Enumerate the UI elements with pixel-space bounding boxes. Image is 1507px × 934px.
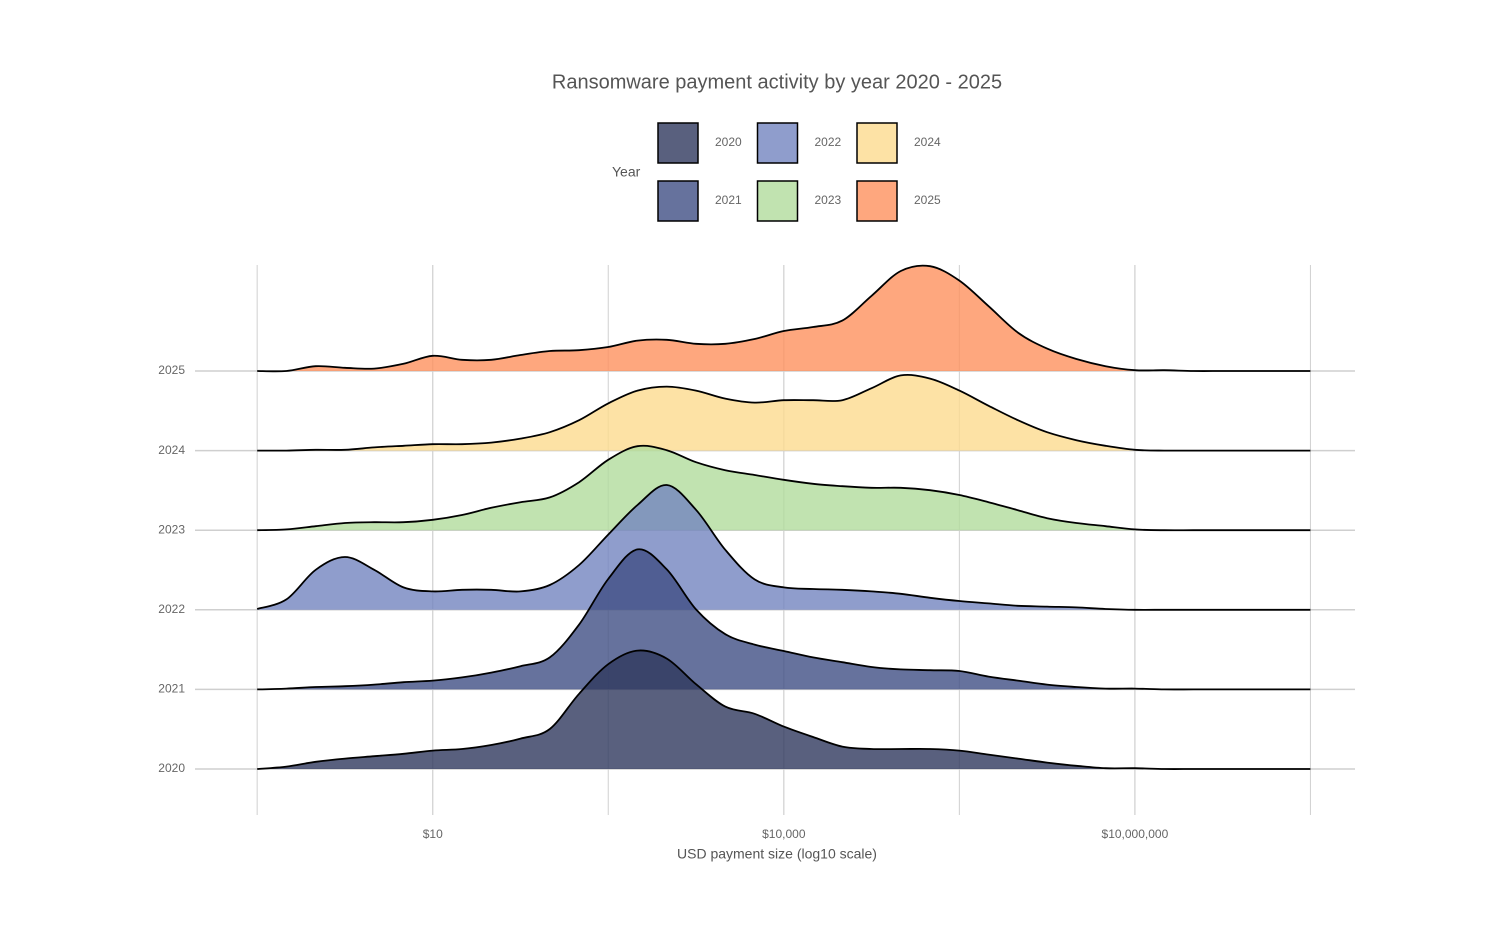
y-tick-label: 2023 bbox=[158, 522, 185, 536]
labels: $10 $10,000 $10,000,000 2020 2021 2022 2023 202… bbox=[158, 363, 1168, 841]
y-tick-label: 2021 bbox=[158, 682, 185, 696]
ridge-area bbox=[257, 484, 1311, 610]
ridge-outline bbox=[257, 649, 1311, 770]
y-tick-label: 2024 bbox=[158, 443, 185, 457]
legend-title: Year bbox=[612, 164, 641, 180]
ridge-outline bbox=[257, 264, 1311, 373]
chart-title: Ransomware payment activity by year 2020… bbox=[552, 71, 1002, 93]
legend-key bbox=[856, 180, 898, 222]
y-tick-label: 2020 bbox=[158, 761, 185, 775]
ridge-outline bbox=[256, 484, 1311, 611]
y-tick-label: 2025 bbox=[158, 363, 185, 377]
ridge-area bbox=[257, 265, 1311, 372]
ridge-outline bbox=[257, 444, 1311, 532]
y-tick-label: 2022 bbox=[158, 602, 185, 616]
legend-label: 2024 bbox=[914, 135, 941, 149]
ridge-outline bbox=[257, 548, 1311, 691]
legend-key bbox=[756, 180, 799, 222]
legend-key bbox=[657, 122, 699, 164]
legend-key bbox=[856, 122, 898, 164]
x-axis-title: USD payment size (log10 scale) bbox=[677, 846, 877, 862]
x-tick-label: $10 bbox=[423, 827, 443, 841]
legend-label: 2020 bbox=[715, 135, 742, 149]
legend-label: 2021 bbox=[715, 193, 742, 207]
ridge-area bbox=[257, 549, 1311, 690]
legend-label: 2023 bbox=[815, 193, 842, 207]
x-tick-label: $10,000 bbox=[762, 827, 806, 841]
ridge-area bbox=[257, 445, 1311, 531]
ridges bbox=[256, 264, 1311, 770]
legend: 2020 2021 2022 2023 2024 2025 bbox=[657, 122, 941, 222]
ridge-outline bbox=[257, 373, 1311, 452]
legend-key bbox=[657, 180, 699, 222]
legend-key bbox=[756, 122, 799, 164]
legend-label: 2022 bbox=[815, 135, 842, 149]
x-tick-label: $10,000,000 bbox=[1102, 827, 1169, 841]
legend-label: 2025 bbox=[914, 193, 941, 207]
ridge-area bbox=[257, 374, 1311, 451]
